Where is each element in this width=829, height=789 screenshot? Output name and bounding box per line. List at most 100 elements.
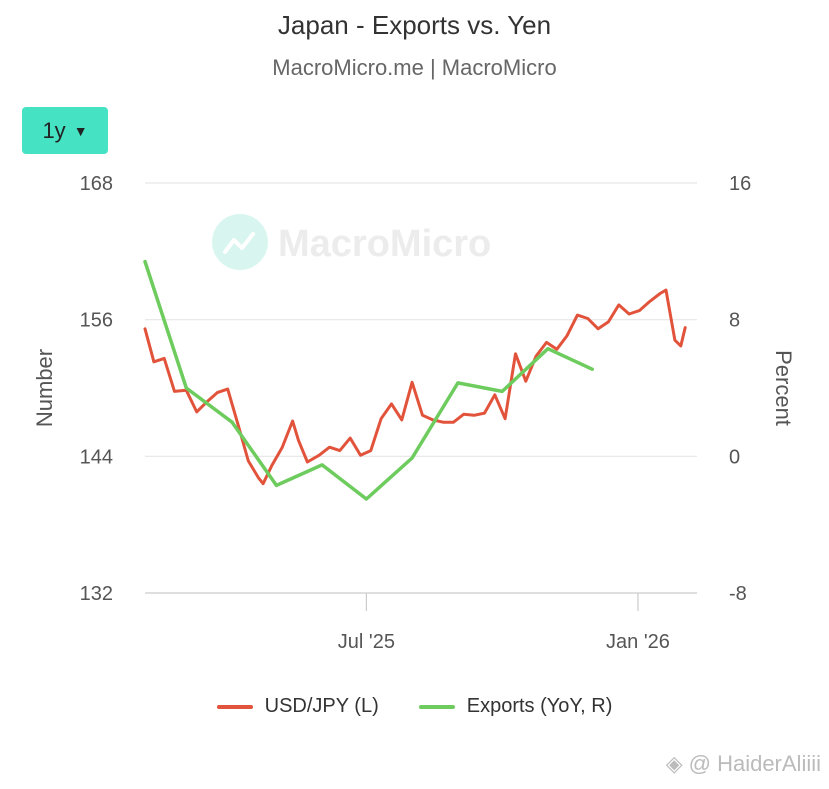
- data-point-usdjpy: [370, 449, 372, 452]
- data-point-usdjpy: [173, 390, 176, 393]
- right-tick-label: -8: [729, 583, 747, 605]
- data-point-usdjpy: [525, 380, 527, 383]
- data-point-usdjpy: [318, 454, 321, 457]
- watermark-text: MacroMicro: [278, 223, 491, 265]
- data-point-usdjpy: [442, 421, 444, 424]
- data-point-usdjpy: [226, 388, 229, 390]
- data-point-exports: [275, 484, 278, 487]
- legend-swatch-exports: [418, 704, 455, 709]
- data-point-usdjpy: [163, 357, 165, 360]
- data-point-usdjpy: [618, 304, 620, 306]
- data-point-usdjpy: [271, 464, 273, 467]
- left-axis-label: Number: [32, 349, 57, 427]
- credit-watermark: ◈ @ HaiderAliiii: [666, 751, 821, 777]
- data-point-usdjpy: [556, 348, 558, 351]
- left-tick-label: 144: [80, 446, 113, 468]
- data-point-exports: [185, 387, 188, 389]
- watermark-logo-icon: [212, 214, 268, 270]
- data-point-usdjpy: [680, 345, 682, 347]
- diamond-logo-icon: ◈: [665, 751, 683, 776]
- credit-text: @ HaiderAliiii: [688, 751, 821, 776]
- data-point-usdjpy: [257, 477, 260, 479]
- data-point-usdjpy: [144, 328, 146, 330]
- legend-item-exports[interactable]: Exports (YoY, R): [418, 695, 613, 718]
- left-tick-label: 168: [80, 173, 113, 195]
- legend-label-usdjpy: USD/JPY (L): [264, 695, 379, 717]
- data-point-usdjpy: [473, 414, 475, 417]
- data-point-usdjpy: [674, 339, 676, 342]
- data-point-exports: [411, 457, 413, 459]
- data-point-usdjpy: [237, 423, 239, 426]
- data-point-usdjpy: [297, 439, 300, 442]
- data-point-exports: [591, 368, 593, 371]
- watermark: MacroMicro: [212, 214, 491, 270]
- data-point-usdjpy: [262, 482, 264, 485]
- data-point-usdjpy: [247, 460, 250, 462]
- data-point-exports: [501, 390, 504, 393]
- data-point-usdjpy: [359, 454, 362, 457]
- data-point-usdjpy: [306, 461, 309, 463]
- right-tick-label: 16: [729, 173, 751, 195]
- data-point-usdjpy: [153, 361, 155, 363]
- right-tick-label: 0: [729, 446, 740, 468]
- data-point-usdjpy: [339, 449, 341, 452]
- left-axis-ticks: 168 156 144 132: [80, 173, 113, 605]
- data-point-usdjpy: [576, 314, 579, 316]
- data-point-usdjpy: [649, 300, 651, 303]
- data-point-usdjpy: [597, 328, 599, 330]
- data-point-usdjpy: [463, 413, 465, 416]
- data-point-usdjpy: [566, 334, 568, 337]
- data-point-usdjpy: [535, 355, 537, 357]
- left-tick-label: 132: [80, 583, 113, 605]
- data-point-usdjpy: [216, 391, 219, 394]
- data-point-usdjpy: [281, 446, 284, 449]
- data-point-usdjpy: [684, 326, 686, 329]
- series-lines: [143, 259, 687, 501]
- data-point-usdjpy: [659, 292, 661, 295]
- legend-item-usdjpy[interactable]: USD/JPY (L): [216, 695, 379, 718]
- data-point-usdjpy: [411, 381, 413, 384]
- x-axis-ticks: Jul '25 Jan '26: [338, 593, 670, 653]
- range-selector-button[interactable]: 1y ▼: [22, 107, 108, 154]
- caret-down-icon: ▼: [73, 122, 88, 139]
- data-point-usdjpy: [607, 321, 610, 323]
- range-selector-label: 1y: [42, 117, 66, 143]
- chart-title: Japan - Exports vs. Yen: [277, 10, 552, 40]
- data-point-usdjpy: [638, 309, 641, 312]
- right-tick-label: 8: [729, 310, 740, 332]
- data-point-exports: [231, 421, 233, 424]
- data-point-usdjpy: [349, 437, 352, 439]
- x-tick-label: Jan '26: [606, 631, 670, 653]
- data-point-usdjpy: [195, 411, 198, 413]
- watermark-trend-icon: [223, 232, 255, 254]
- data-point-usdjpy: [587, 317, 589, 320]
- data-point-usdjpy: [452, 421, 455, 424]
- left-tick-label: 156: [80, 310, 113, 332]
- data-point-exports: [321, 464, 323, 466]
- legend-label-exports: Exports (YoY, R): [466, 695, 613, 717]
- data-point-usdjpy: [494, 394, 496, 396]
- data-point-usdjpy: [421, 414, 424, 417]
- right-axis-ticks: 16 8 0 -8: [729, 173, 751, 605]
- data-point-exports: [457, 382, 459, 384]
- legend: USD/JPY (L) Exports (YoY, R): [0, 695, 829, 718]
- right-axis-label: Percent: [771, 350, 796, 426]
- gridlines: [145, 182, 697, 594]
- data-point-usdjpy: [291, 420, 294, 422]
- data-point-exports: [547, 347, 549, 350]
- data-point-usdjpy: [390, 403, 393, 405]
- data-point-usdjpy: [504, 417, 506, 420]
- data-point-usdjpy: [380, 417, 382, 420]
- data-point-usdjpy: [545, 341, 548, 344]
- data-point-usdjpy: [665, 289, 667, 291]
- data-point-usdjpy: [628, 313, 630, 315]
- chart-subtitle: MacroMicro.me | MacroMicro: [272, 55, 557, 80]
- data-point-exports: [365, 498, 368, 500]
- data-point-exports: [144, 260, 146, 263]
- data-point-usdjpy: [328, 446, 331, 449]
- data-point-usdjpy: [514, 353, 517, 355]
- x-tick-label: Jul '25: [338, 631, 395, 653]
- data-point-usdjpy: [401, 419, 403, 421]
- legend-swatch-usdjpy: [216, 704, 253, 709]
